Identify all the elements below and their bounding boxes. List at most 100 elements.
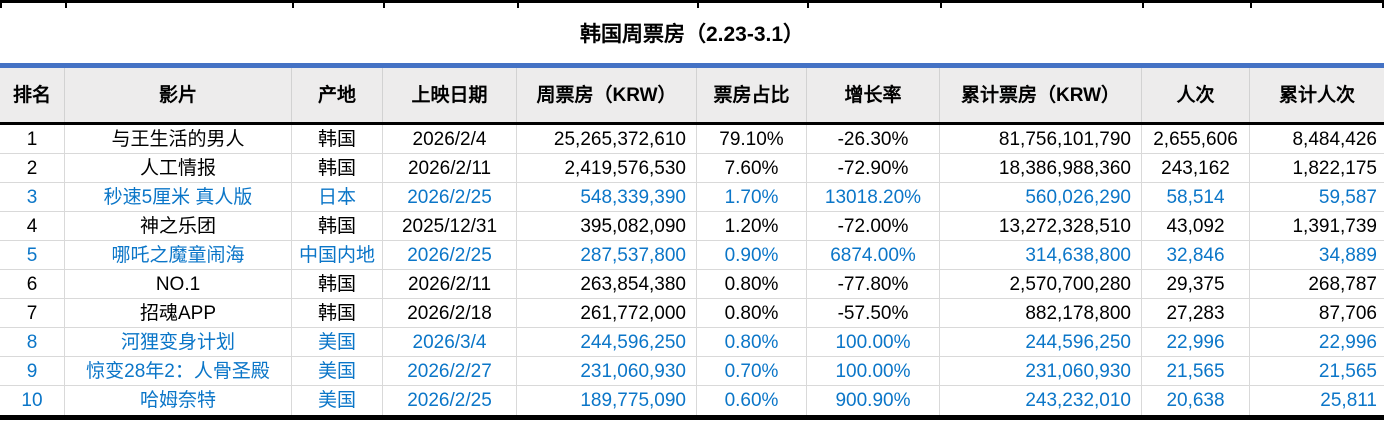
cell-rank: 9 <box>0 357 65 385</box>
cell-admissions: 58,514 <box>1142 183 1250 211</box>
cell-share: 7.60% <box>697 154 807 182</box>
cell-admissions: 32,846 <box>1142 241 1250 269</box>
cell-admissions: 21,565 <box>1142 357 1250 385</box>
table-body: 1 与王生活的男人 韩国 2026/2/4 25,265,372,610 79.10% -2… <box>0 125 1384 415</box>
cell-weekly_gross: 25,265,372,610 <box>517 125 697 153</box>
cell-origin: 韩国 <box>292 299 383 327</box>
cell-share: 0.80% <box>697 299 807 327</box>
cell-growth: 100.00% <box>807 357 940 385</box>
cell-share: 0.70% <box>697 357 807 385</box>
cell-share: 0.80% <box>697 328 807 356</box>
column-header-origin: 产地 <box>292 68 383 122</box>
cell-growth: -77.80% <box>807 270 940 298</box>
cell-share: 1.70% <box>697 183 807 211</box>
cell-cumulative_admissions: 22,996 <box>1318 331 1377 353</box>
cell-origin: 美国 <box>292 357 383 385</box>
cell-cumulative_gross: 18,386,988,360 <box>940 154 1142 182</box>
cell-cumulative_admissions: 87,706 <box>1318 302 1377 324</box>
cell-share: 0.60% <box>697 386 807 415</box>
table-row: 4 神之乐团 韩国 2025/12/31 395,082,090 1.20% -72.00%… <box>0 212 1384 241</box>
grid-tick <box>65 3 67 8</box>
cell-release_date: 2026/2/25 <box>383 386 517 415</box>
cell-cumulative_admissions: 59,587 <box>1318 186 1377 208</box>
cell-share: 0.80% <box>697 270 807 298</box>
cell-film: 哪吒之魔童闹海 <box>65 241 292 269</box>
cell-rank: 5 <box>0 241 65 269</box>
column-header-weekly_gross: 周票房（KRW） <box>517 68 697 122</box>
cell-rank: 10 <box>0 386 65 415</box>
cell-growth: -26.30% <box>807 125 940 153</box>
cell-cumulative_gross: 882,178,800 <box>940 299 1142 327</box>
cell-cumulative_gross: 2,570,700,280 <box>940 270 1142 298</box>
cell-rank: 1 <box>0 125 65 153</box>
column-header-admissions: 人次 <box>1142 68 1250 122</box>
grid-tick <box>1250 3 1252 8</box>
cell-weekly_gross: 2,419,576,530 <box>517 154 697 182</box>
column-header-film: 影片 <box>65 68 292 122</box>
cell-cumulative_gross: 244,596,250 <box>940 328 1142 356</box>
grid-tick <box>807 3 809 8</box>
cell-cumulative_admissions: 21,565 <box>1318 360 1377 382</box>
cell-growth: -57.50% <box>807 299 940 327</box>
cell-growth: 6874.00% <box>807 241 940 269</box>
cell-release_date: 2026/2/25 <box>383 183 517 211</box>
cell-growth: 100.00% <box>807 328 940 356</box>
cell-growth: 13018.20% <box>807 183 940 211</box>
cell-growth: -72.00% <box>807 212 940 240</box>
cell-origin: 韩国 <box>292 212 383 240</box>
cell-release_date: 2026/3/4 <box>383 328 517 356</box>
table-row: 5 哪吒之魔童闹海 中国内地 2026/2/25 287,537,800 0.90% 687… <box>0 241 1384 270</box>
cell-cumulative_gross: 231,060,930 <box>940 357 1142 385</box>
cell-cumulative_admissions: 1,391,739 <box>1292 215 1377 237</box>
table-row: 7 招魂APP 韩国 2026/2/18 261,772,000 0.80% -57.50%… <box>0 299 1384 328</box>
cell-release_date: 2026/2/27 <box>383 357 517 385</box>
grid-tick <box>292 3 294 8</box>
header-separator <box>0 122 1384 125</box>
cell-weekly_gross: 548,339,390 <box>517 183 697 211</box>
cell-cumulative_gross: 560,026,290 <box>940 183 1142 211</box>
cell-growth: 900.90% <box>807 386 940 415</box>
table-header-row: 排名 影片 产地 上映日期 周票房（KRW） 票房占比 增长率 累计票房（KRW） 人次 累计人次 <box>0 68 1384 122</box>
column-header-cumulative_gross: 累计票房（KRW） <box>940 68 1142 122</box>
cell-film: 神之乐团 <box>65 212 292 240</box>
cell-weekly_gross: 395,082,090 <box>517 212 697 240</box>
cell-origin: 美国 <box>292 386 383 415</box>
column-header-growth: 增长率 <box>807 68 940 122</box>
cell-rank: 8 <box>0 328 65 356</box>
cell-weekly_gross: 261,772,000 <box>517 299 697 327</box>
cell-origin: 美国 <box>292 328 383 356</box>
cell-cumulative_gross: 314,638,800 <box>940 241 1142 269</box>
cell-weekly_gross: 263,854,380 <box>517 270 697 298</box>
bottom-border-line <box>0 415 1384 420</box>
cell-film: 招魂APP <box>65 299 292 327</box>
cell-origin: 韩国 <box>292 270 383 298</box>
page-title: 韩国周票房（2.23-3.1） <box>0 3 1384 63</box>
cell-origin: 韩国 <box>292 154 383 182</box>
accent-divider <box>0 63 1384 68</box>
cell-weekly_gross: 231,060,930 <box>517 357 697 385</box>
cell-film: NO.1 <box>65 270 292 298</box>
table-row: 1 与王生活的男人 韩国 2026/2/4 25,265,372,610 79.10% -2… <box>0 125 1384 154</box>
cell-admissions: 20,638 <box>1142 386 1250 415</box>
cell-growth: -72.90% <box>807 154 940 182</box>
cell-admissions: 43,092 <box>1142 212 1250 240</box>
cell-film: 人工情报 <box>65 154 292 182</box>
cell-share: 0.90% <box>697 241 807 269</box>
cell-film: 哈姆奈特 <box>65 386 292 415</box>
cell-release_date: 2026/2/25 <box>383 241 517 269</box>
table-row: 10 哈姆奈特 美国 2026/2/25 189,775,090 0.60% 900.90%… <box>0 386 1384 415</box>
cell-release_date: 2025/12/31 <box>383 212 517 240</box>
cell-origin: 中国内地 <box>292 241 383 269</box>
grid-tick <box>940 3 942 8</box>
grid-tick <box>383 3 385 8</box>
column-header-release_date: 上映日期 <box>383 68 517 122</box>
cell-film: 河狸变身计划 <box>65 328 292 356</box>
table-row: 2 人工情报 韩国 2026/2/11 2,419,576,530 7.60% -72.90… <box>0 154 1384 183</box>
cell-admissions: 22,996 <box>1142 328 1250 356</box>
cell-film: 与王生活的男人 <box>65 125 292 153</box>
cell-share: 1.20% <box>697 212 807 240</box>
cell-cumulative_gross: 13,272,328,510 <box>940 212 1142 240</box>
cell-admissions: 243,162 <box>1142 154 1250 182</box>
column-header-cumulative_admissions: 累计人次 <box>1278 84 1355 106</box>
grid-tick <box>1382 3 1384 8</box>
